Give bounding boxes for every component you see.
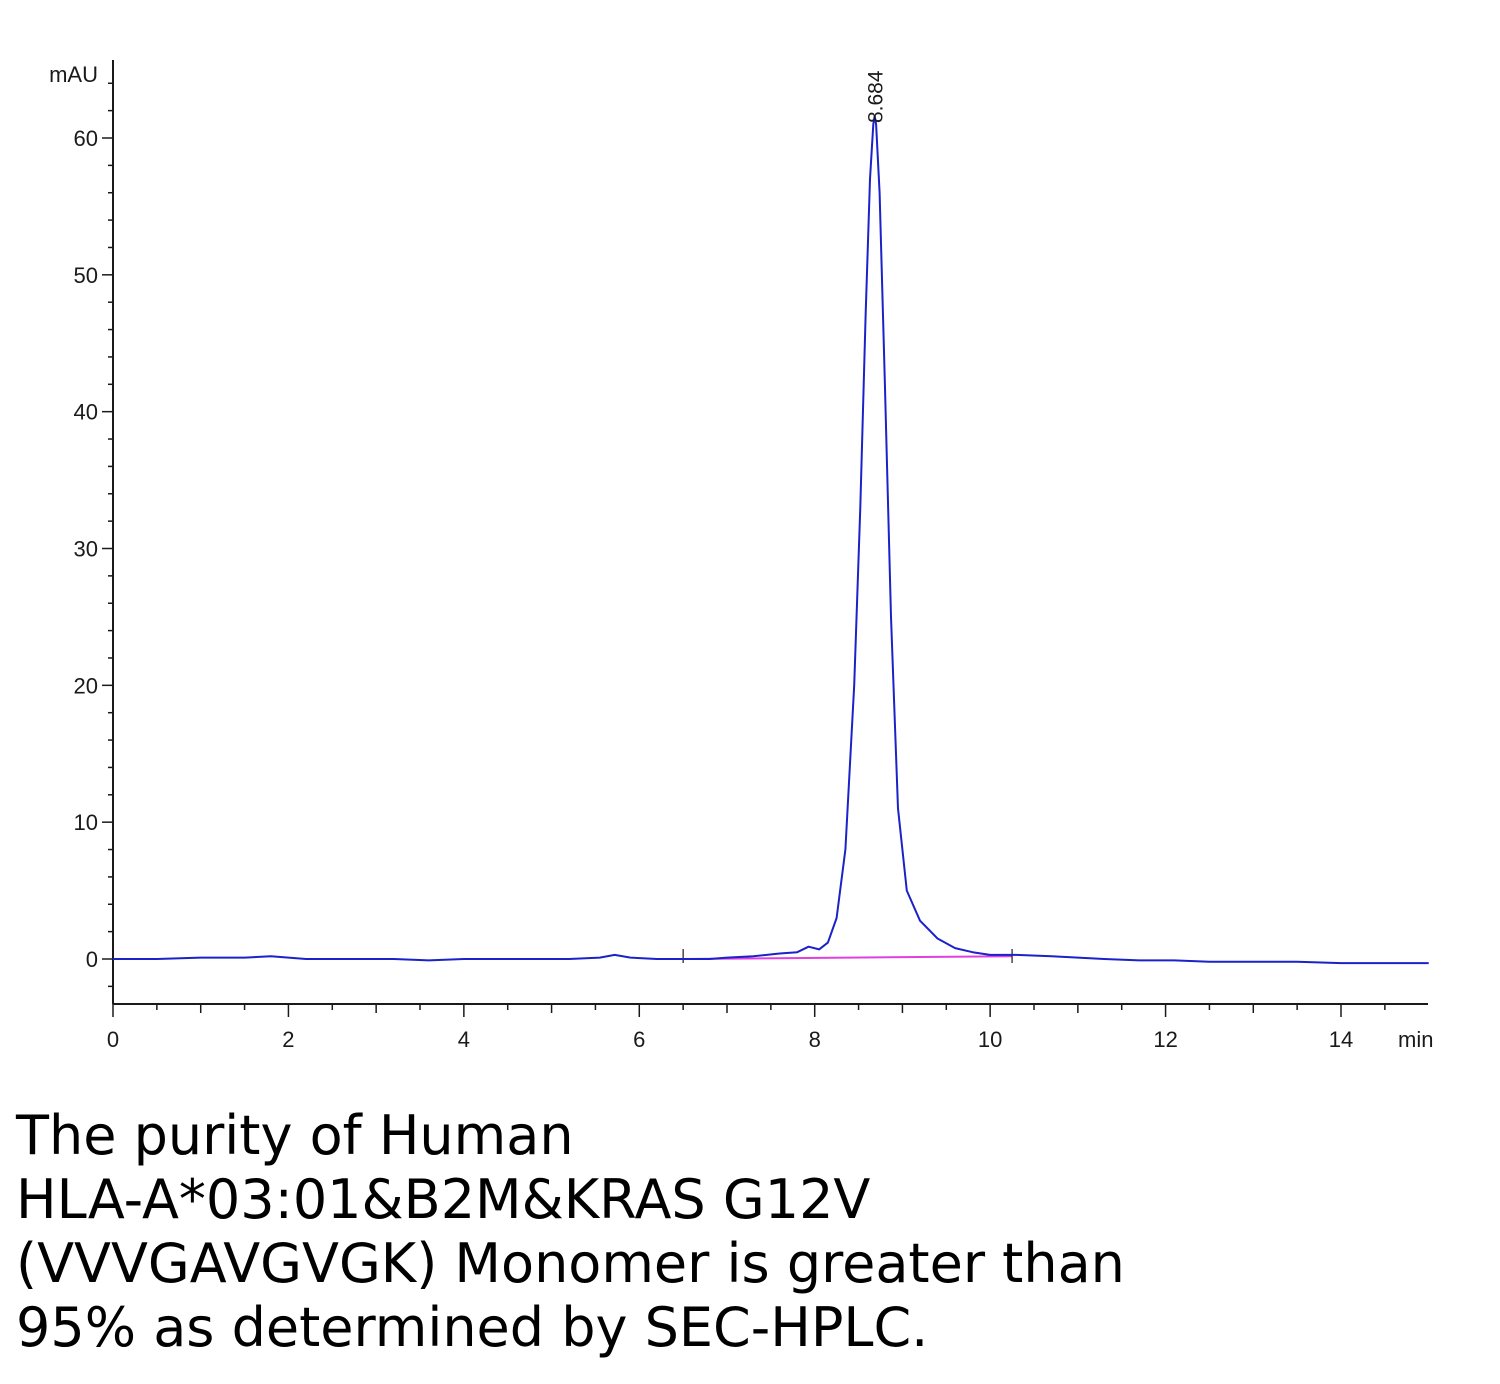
peak-retention-label: 8.684	[865, 70, 888, 123]
x-tick-label: 4	[458, 1027, 470, 1052]
y-tick-label: 0	[86, 947, 98, 972]
x-tick-label: 14	[1329, 1027, 1353, 1052]
x-axis-label: min	[1398, 1027, 1433, 1052]
baseline-line	[683, 955, 1013, 960]
x-tick-label: 12	[1153, 1027, 1177, 1052]
axes: 0 10 20 30 40 50 60 mAU 0 2 4 6 8 10 12 14 min	[49, 60, 1433, 1052]
y-axis-label: mAU	[49, 62, 98, 87]
x-tick-label: 6	[633, 1027, 645, 1052]
integration-baseline	[682, 949, 1013, 963]
signal-line	[113, 115, 1429, 965]
chromatogram-chart: 0 10 20 30 40 50 60 mAU 0 2 4 6 8 10 12 14 min 8.684	[49, 60, 1433, 1052]
y-tick-label: 20	[74, 673, 98, 698]
x-tick-label: 10	[978, 1027, 1002, 1052]
figure-caption: The purity of Human HLA-A*03:01&B2M&KRAS…	[16, 1104, 1476, 1360]
x-tick-label: 8	[809, 1027, 821, 1052]
chromatogram-plot: 0 10 20 30 40 50 60 mAU 0 2 4 6 8 10 12 14 min 8.684	[49, 60, 1433, 1052]
caption-line: HLA-A*03:01&B2M&KRAS G12V	[16, 1168, 871, 1231]
caption-line: (VVVGAVGVGK) Monomer is greater than	[16, 1232, 1125, 1295]
y-tick-label: 40	[74, 400, 98, 425]
y-tick-label: 60	[74, 126, 98, 151]
caption-line: 95% as determined by SEC-HPLC.	[16, 1296, 929, 1359]
y-tick-label: 30	[74, 537, 98, 562]
y-tick-label: 10	[74, 810, 98, 835]
x-tick-label: 2	[282, 1027, 294, 1052]
peak-annotations: 8.684	[865, 70, 888, 123]
x-tick-label: 0	[107, 1027, 119, 1052]
signal-series	[113, 115, 1429, 965]
y-tick-label: 50	[74, 263, 98, 288]
caption-line: The purity of Human	[16, 1104, 574, 1167]
